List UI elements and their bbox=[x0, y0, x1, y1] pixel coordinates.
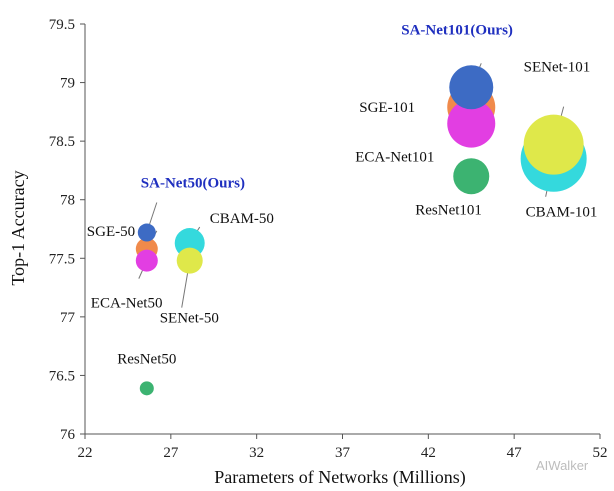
label-resnet101: ResNet101 bbox=[415, 202, 482, 218]
label-sge-50: SGE-50 bbox=[87, 224, 135, 240]
point-resnet50 bbox=[139, 381, 154, 396]
y-tick-label: 77 bbox=[60, 310, 76, 326]
label-cbam-101: CBAM-101 bbox=[526, 205, 598, 221]
y-tick-label: 76 bbox=[60, 427, 76, 443]
x-tick-label: 32 bbox=[249, 445, 264, 461]
label-senet-101: SENet-101 bbox=[524, 60, 591, 76]
x-tick-label: 42 bbox=[421, 445, 436, 461]
point-eca-net101 bbox=[447, 99, 496, 148]
y-tick-label: 78 bbox=[60, 193, 75, 209]
point-sa-net101-ours bbox=[449, 65, 494, 110]
point-eca-net50 bbox=[135, 249, 158, 272]
y-axis-label: Top-1 Accuracy bbox=[8, 170, 28, 285]
y-tick-label: 76.5 bbox=[49, 368, 75, 384]
x-axis-label: Parameters of Networks (Millions) bbox=[214, 467, 465, 488]
label-sa-net50-ours: SA-Net50(Ours) bbox=[141, 176, 245, 192]
label-eca-net101: ECA-Net101 bbox=[355, 150, 434, 166]
label-senet-50: SENet-50 bbox=[160, 311, 219, 327]
axes: 22 27 32 37 42 47 52 76 76.5 77 77.5 78 78.5 79 79.5 bbox=[49, 17, 608, 461]
point-resnet101 bbox=[453, 158, 490, 195]
x-tick-label: 37 bbox=[335, 445, 351, 461]
label-sge-101: SGE-101 bbox=[359, 100, 415, 116]
x-tick-label: 47 bbox=[507, 445, 523, 461]
watermark: AIWalker bbox=[536, 458, 589, 473]
x-tick-label: 27 bbox=[163, 445, 179, 461]
y-tick-label: 77.5 bbox=[49, 251, 75, 267]
point-senet-50 bbox=[176, 247, 203, 274]
y-tick-label: 78.5 bbox=[49, 134, 75, 150]
data-points bbox=[135, 65, 587, 396]
label-eca-net50: ECA-Net50 bbox=[91, 296, 163, 312]
label-resnet50: ResNet50 bbox=[117, 351, 176, 367]
x-tick-label: 52 bbox=[593, 445, 608, 461]
y-tick-label: 79 bbox=[60, 76, 75, 92]
x-tick-label: 22 bbox=[78, 445, 93, 461]
y-tick-label: 79.5 bbox=[49, 17, 75, 33]
point-labels: ResNet50 SGE-50 ECA-Net50 SA-Net50(Ours) SEN… bbox=[87, 22, 598, 367]
point-senet-101 bbox=[523, 114, 584, 175]
label-sa-net101-ours: SA-Net101(Ours) bbox=[401, 22, 513, 38]
point-sa-net50-ours bbox=[137, 223, 156, 242]
label-cbam-50: CBAM-50 bbox=[210, 211, 274, 227]
